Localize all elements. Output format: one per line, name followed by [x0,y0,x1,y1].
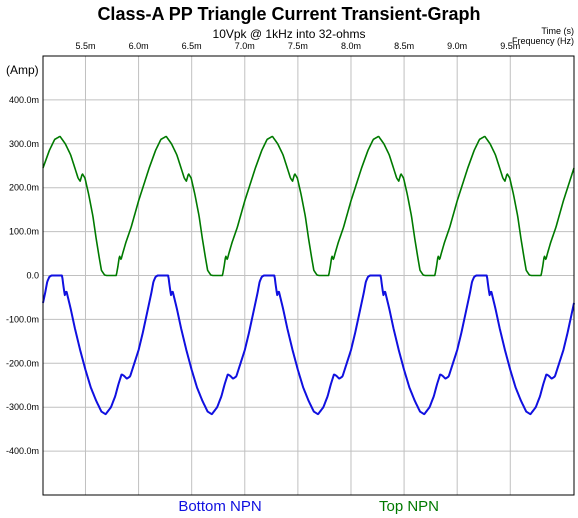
y-tick-label: 0.0 [26,271,39,281]
y-tick-label: 200.0m [9,183,39,193]
legend-top-npn: Top NPN [379,498,439,515]
x-tick-label: 8.5m [394,41,414,51]
y-tick-label: 400.0m [9,95,39,105]
x-tick-label: 7.5m [288,41,308,51]
chart-title: Class-A PP Triangle Current Transient-Gr… [97,4,480,24]
chart-subtitle: 10Vpk @ 1kHz into 32-ohms [213,27,366,41]
y-tick-label: 100.0m [9,227,39,237]
x-tick-label: 5.5m [75,41,95,51]
y-tick-label: -400.0m [6,446,39,456]
x-tick-label: 9.5m [500,41,520,51]
series-line-bottom-npn [42,274,575,416]
plot-frame [42,55,575,496]
series-layer [42,135,575,416]
series-line-top-npn [42,135,575,277]
y-tick-label: -200.0m [6,358,39,368]
x-tick-label: 6.5m [182,41,202,51]
x-axis-label-frequency: Frequency (Hz) [512,36,574,46]
y-tick-labels: 400.0m 300.0m 200.0m 100.0m 0.0 -100.0m -200.0… [6,95,39,456]
y-axis-label: (Amp) [6,63,39,77]
x-tick-label: 9.0m [447,41,467,51]
legend-bottom-npn: Bottom NPN [178,498,261,515]
x-tick-labels: 5.5m 6.0m 6.5m 7.0m 7.5m 8.0m 8.5m 9.0m 9.5m [75,41,520,51]
y-tick-label: -300.0m [6,402,39,412]
x-tick-label: 6.0m [129,41,149,51]
x-tick-label: 7.0m [235,41,255,51]
x-tick-label: 8.0m [341,41,361,51]
y-tick-label: 300.0m [9,139,39,149]
x-axis-label: Time (s) [541,26,574,36]
y-tick-label: -100.0m [6,314,39,324]
